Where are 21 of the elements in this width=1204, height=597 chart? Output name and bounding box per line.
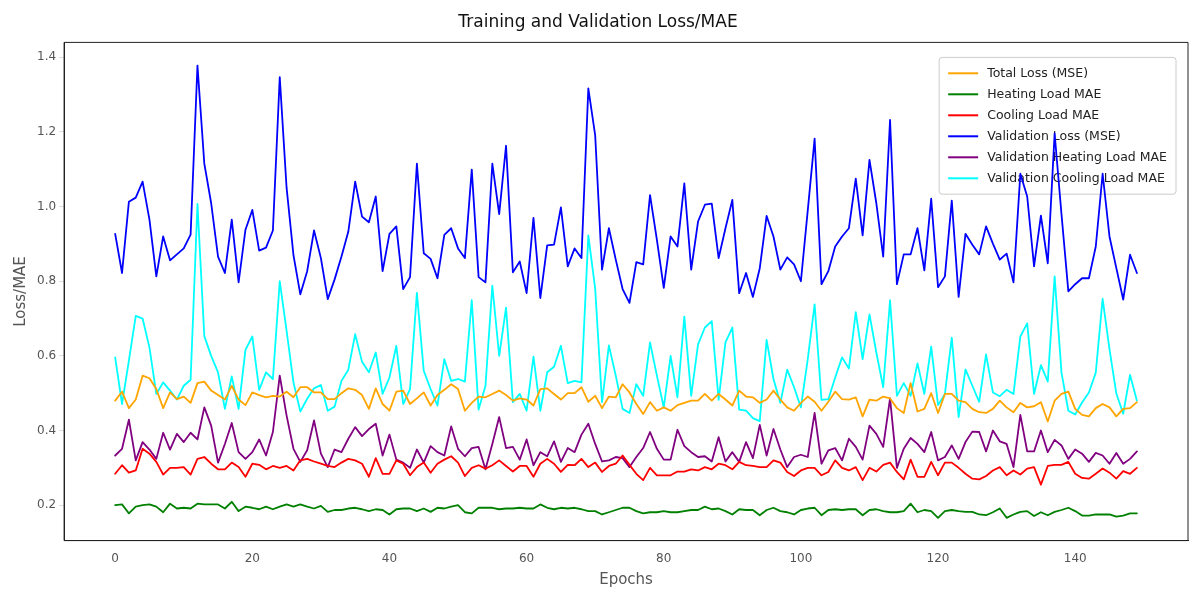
y-tick-label: 0.4 [36,422,57,437]
y-tick-label: 1.4 [36,49,57,64]
chart-title: Training and Validation Loss/MAE [457,10,738,31]
x-tick-label: 20 [244,550,260,565]
x-tick-label: 120 [926,550,950,565]
x-tick-label: 0 [111,550,119,565]
x-tick-label: 80 [656,550,672,565]
y-tick-label: 1.0 [36,198,57,213]
y-tick-label: 0.8 [36,273,57,288]
legend-label: Total Loss (MSE) [986,64,1089,80]
x-axis-title: Epochs [599,569,654,588]
y-tick-label: 0.6 [36,348,57,362]
y-axis-title: Loss/MAE [10,256,29,327]
x-tick-label: 100 [789,550,813,565]
x-tick-label: 40 [381,550,398,565]
x-tick-label: 140 [1063,550,1087,565]
y-tick-label: 0.2 [36,497,57,512]
legend-label: Heating Load MAE [987,85,1102,101]
legend-label: Cooling Load MAE [987,106,1100,122]
x-tick-label: 60 [518,550,535,565]
y-tick-label: 1.2 [36,124,57,139]
